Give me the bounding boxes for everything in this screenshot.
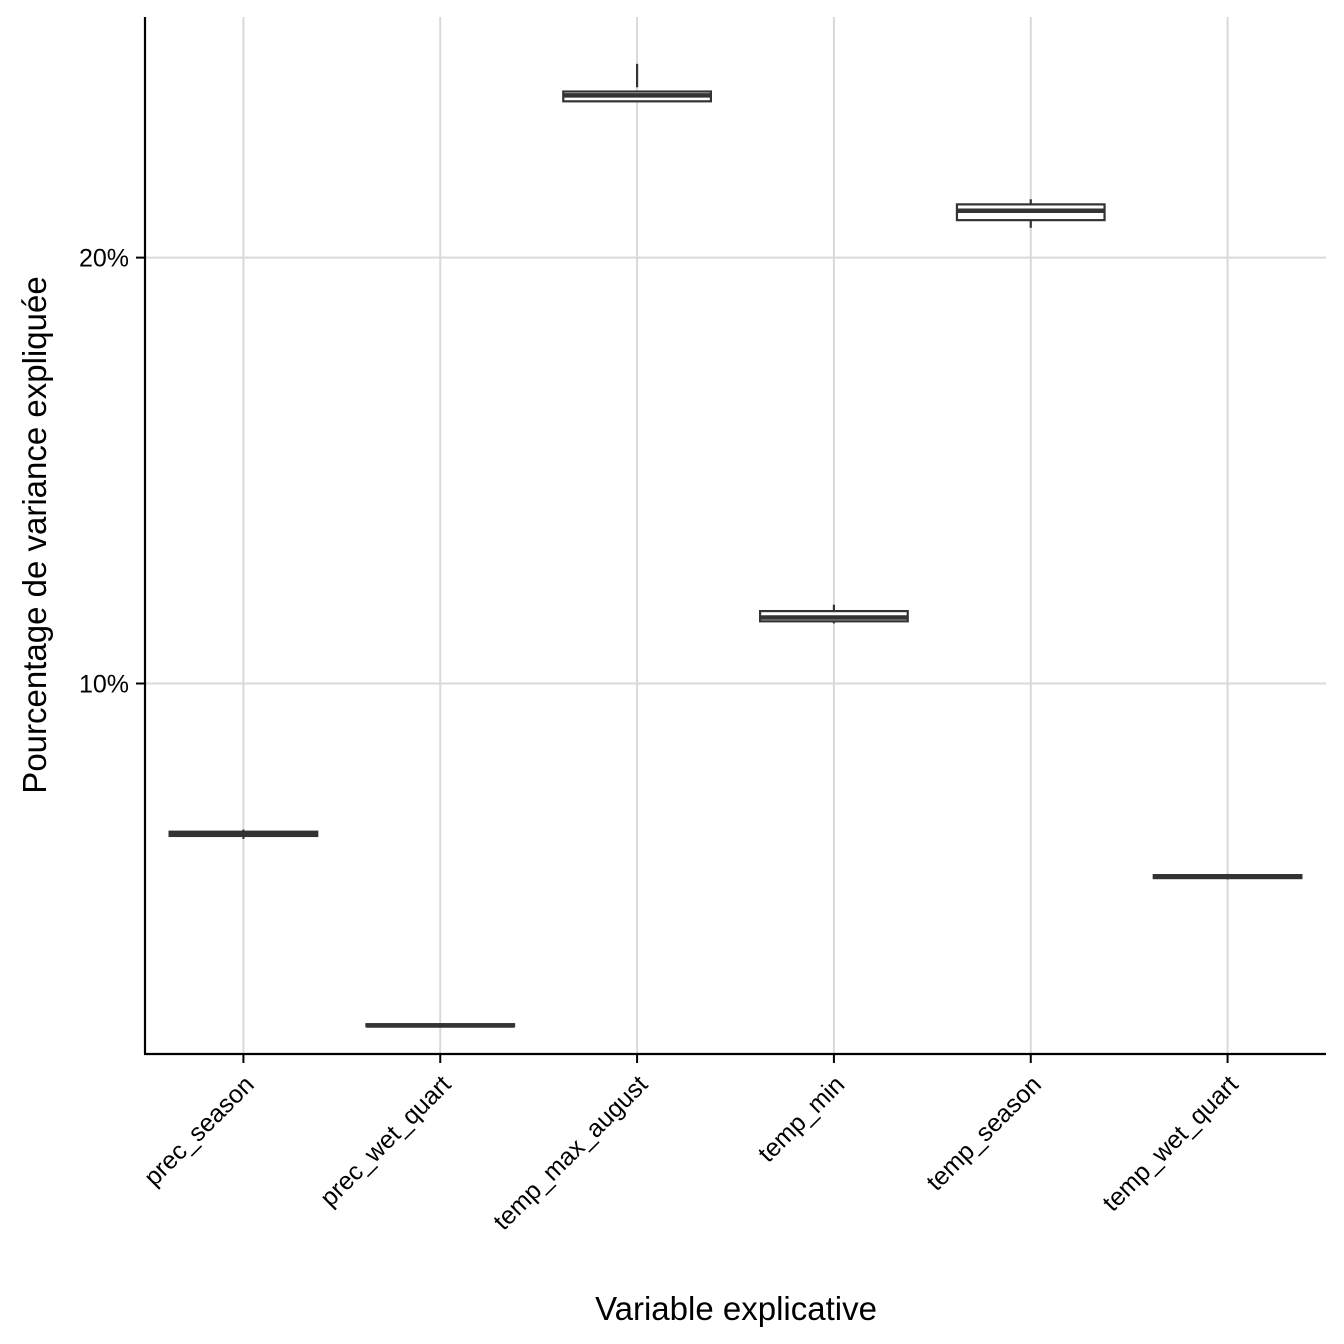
x-tick-label-prec-season: prec_season xyxy=(139,1070,260,1191)
y-tick-label-10: 10% xyxy=(79,670,129,698)
x-tick-label-temp-season: temp_season xyxy=(921,1070,1047,1196)
x-axis-title: Variable explicative xyxy=(595,1290,877,1327)
x-tick-label-temp-wet-quart: temp_wet_quart xyxy=(1097,1070,1244,1217)
x-tick-label-prec-wet-quart: prec_wet_quart xyxy=(315,1070,457,1212)
axis-ticks: 10% 20% prec_season prec_wet_quart temp_max_… xyxy=(79,245,1244,1236)
gridlines xyxy=(145,17,1326,1054)
x-tick-label-temp-max-august: temp_max_august xyxy=(488,1070,653,1235)
x-tick-label-temp-min: temp_min xyxy=(753,1070,850,1167)
y-axis-title: Pourcentage de variance expliquée xyxy=(16,276,53,793)
y-tick-label-20: 20% xyxy=(79,245,129,273)
boxes xyxy=(168,63,1303,1028)
